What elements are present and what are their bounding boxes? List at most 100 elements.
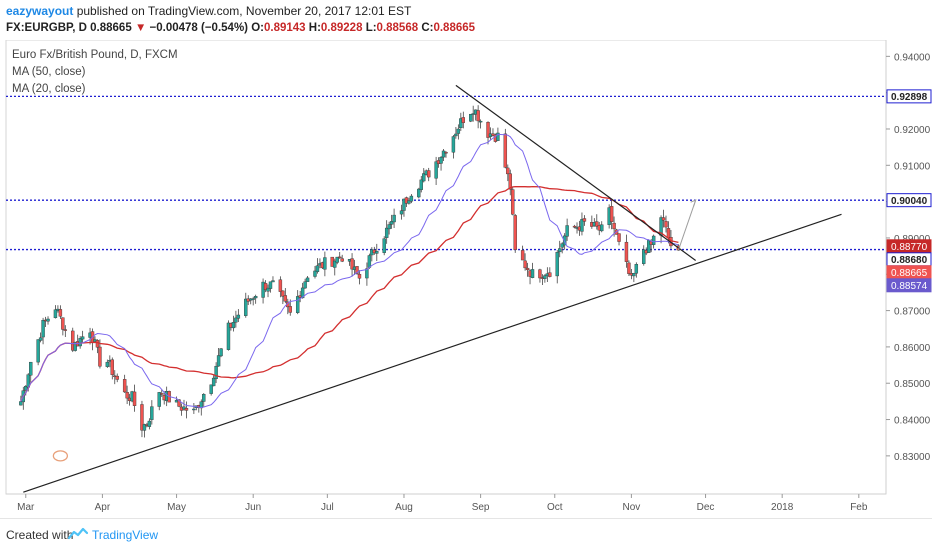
candle-body (399, 210, 404, 215)
price-label-text: 0.88770 (891, 242, 928, 253)
candle-body (216, 355, 221, 367)
candle-body (38, 337, 43, 341)
price-label-text: 0.90040 (891, 196, 928, 207)
footer: Created with TradingView (0, 518, 932, 551)
open-value: 0.89143 (263, 22, 306, 34)
candle-body (664, 221, 668, 228)
created-with-label: Created with (6, 528, 74, 542)
open-label: O: (251, 22, 264, 34)
candle-body (266, 287, 270, 292)
candle-body (41, 320, 45, 338)
candle-body (184, 408, 189, 411)
candle-body (548, 272, 552, 277)
high-value: 0.89228 (320, 22, 363, 34)
candle-body (234, 317, 238, 323)
tradingview-brand-link[interactable]: TradingView (92, 528, 159, 542)
candle-body (627, 262, 631, 274)
candle-body (338, 256, 342, 259)
candle-body (444, 151, 448, 154)
author-link[interactable]: eazywayout (6, 4, 74, 18)
close-value: 0.88665 (433, 22, 476, 34)
chart-header: eazywayout published on TradingView.com,… (0, 0, 932, 40)
candle-body (387, 224, 391, 230)
chart-canvas[interactable]: 0.940000.930000.920000.910000.900000.890… (0, 39, 932, 514)
candle-body (595, 221, 599, 227)
candle-body (300, 287, 305, 299)
price-chart[interactable]: 0.940000.930000.920000.910000.900000.890… (0, 39, 932, 514)
candle-body (333, 260, 337, 268)
candle-body (543, 275, 547, 279)
candle-body (78, 338, 82, 347)
legend-title: Euro Fx/British Pound, D, FXCM (12, 49, 178, 61)
low-value: 0.88568 (376, 22, 419, 34)
price-label-box (886, 89, 932, 104)
x-tick-label: May (167, 502, 186, 513)
candle-body (407, 200, 411, 204)
price-label-text: 0.88680 (891, 255, 928, 266)
candle-body (283, 295, 288, 302)
candle-body (439, 157, 443, 164)
candle-body (271, 280, 275, 283)
candle-body (355, 266, 359, 274)
candle-body (582, 218, 587, 222)
candle-body (313, 270, 317, 277)
projection-line (677, 200, 697, 251)
candle-body (160, 393, 164, 395)
candle-body (422, 173, 426, 182)
chart-legend: Euro Fx/British Pound, D, FXCM MA (50, c… (12, 47, 178, 98)
candle-body (214, 365, 218, 379)
candle-body (461, 117, 466, 123)
down-arrow-icon: ▼ (134, 22, 147, 34)
candle-body (278, 279, 283, 292)
candle-body (555, 252, 559, 277)
candle-body (295, 296, 300, 313)
y-tick-label: 0.94000 (894, 52, 931, 63)
price-label-text: 0.88574 (891, 281, 928, 292)
x-tick-label: Jul (321, 502, 334, 513)
candle-body (53, 309, 58, 319)
candle-body (231, 322, 236, 329)
candle-body (508, 173, 512, 190)
candle-body (357, 273, 362, 279)
x-tick-label: Dec (697, 502, 715, 513)
candle-body (456, 128, 461, 134)
candle-body (434, 161, 438, 179)
price-label-box (886, 278, 932, 293)
candle-body (150, 406, 154, 420)
candle-body (511, 189, 515, 215)
candle-body (609, 206, 614, 222)
candle-body (525, 267, 530, 271)
candle-body (384, 227, 389, 238)
candle-body (367, 255, 372, 268)
x-tick-label: Sep (472, 502, 490, 513)
legend-ma50: MA (50, close) (12, 66, 86, 78)
y-tick-label: 0.87000 (894, 307, 931, 318)
candle-body (538, 269, 542, 279)
candle-body (389, 221, 394, 225)
candle-body (417, 188, 421, 198)
candle-body (612, 222, 616, 230)
x-tick-label: Nov (622, 502, 640, 513)
candle-body (147, 420, 152, 427)
candle-body (177, 399, 181, 407)
candle-body (469, 113, 473, 122)
candle-body (565, 225, 569, 237)
candle-body (651, 235, 656, 245)
candle-body (617, 233, 621, 242)
candle-body (486, 121, 490, 138)
candle-body (646, 240, 651, 253)
symbol-label: FX:EURGBP, D (6, 22, 87, 34)
candle-body (419, 179, 423, 190)
candle-body (58, 309, 63, 317)
candle-body (496, 132, 500, 141)
candle-body (454, 133, 458, 137)
x-tick-label: Jun (245, 502, 261, 513)
candle-body (98, 346, 102, 367)
candle-body (209, 384, 213, 394)
y-tick-label: 0.92000 (894, 125, 931, 136)
candle-body (558, 248, 562, 253)
candle-body (666, 228, 671, 239)
candle-body (219, 348, 223, 357)
low-label: L: (365, 22, 377, 34)
candle-body (281, 290, 285, 297)
